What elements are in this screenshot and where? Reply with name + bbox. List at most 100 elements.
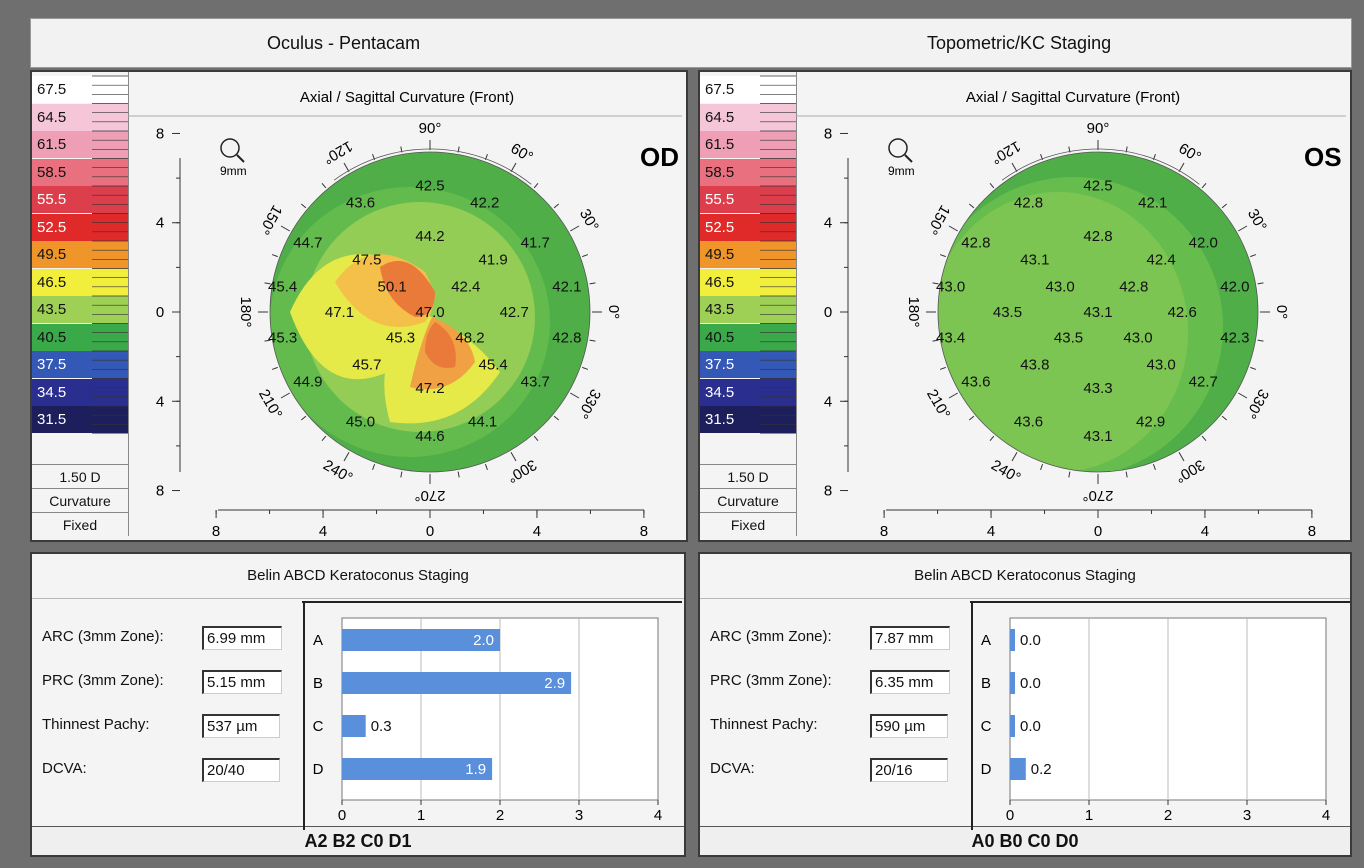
scale-step: 64.5	[32, 103, 92, 131]
scale-step: 40.5	[32, 323, 92, 351]
angle-label: 90°	[419, 120, 442, 137]
curvature-value: 43.5	[1054, 329, 1083, 346]
field-label: Thinnest Pachy:	[42, 716, 150, 733]
curvature-value: 43.6	[961, 373, 990, 390]
curvature-value: 42.1	[552, 279, 581, 296]
curvature-value: 44.7	[293, 235, 322, 252]
curvature-value: 50.1	[378, 279, 407, 296]
bar-x-tick: 2	[496, 807, 504, 824]
curvature-values: 42.5 42.8 42.1 42.8 42.8 42.0 43.1 42.4 43.0 43.0…	[936, 178, 1249, 446]
scale-type-label[interactable]: Curvature	[700, 488, 796, 512]
scale-step: 49.5	[700, 241, 760, 268]
field-label: DCVA:	[42, 760, 87, 777]
right-title: Topometric/KC Staging	[927, 33, 1112, 53]
field-value[interactable]: 5.15 mm	[202, 670, 282, 694]
scale-step: 37.5	[700, 351, 760, 378]
bar	[1010, 672, 1015, 694]
curvature-value: 44.9	[293, 373, 322, 390]
bar	[1010, 758, 1026, 780]
angle-label: 300°	[504, 456, 539, 486]
angle-label: 120°	[988, 137, 1023, 167]
curvature-value: 45.4	[268, 279, 297, 296]
scale-step: 67.5	[700, 76, 760, 103]
curvature-value: 42.4	[1147, 251, 1176, 268]
angle-label: 270°	[414, 487, 445, 504]
field-value[interactable]: 590 µm	[870, 714, 948, 738]
field-value[interactable]: 20/40	[202, 758, 280, 782]
curvature-value: 45.3	[268, 329, 297, 346]
y-axis: 8 4 0 4 8	[156, 125, 181, 500]
angle-label: 0°	[1273, 305, 1290, 319]
staging-title: Belin ABCD Keratoconus Staging	[32, 554, 684, 599]
scale-step: 58.5	[32, 158, 92, 186]
curvature-value: 47.2	[415, 380, 444, 397]
scale-mode-label[interactable]: Fixed	[700, 512, 796, 536]
curvature-value: 45.0	[346, 413, 375, 430]
scale-step: 49.5	[32, 241, 92, 268]
scale-step: 55.5	[32, 186, 92, 213]
curvature-value: 45.3	[386, 329, 415, 346]
field-value[interactable]: 537 µm	[202, 714, 280, 738]
y-tick-label: 8	[824, 125, 832, 142]
bar-value-label: 2.0	[473, 632, 494, 649]
scale-step: 61.5	[700, 131, 760, 158]
topography-disc[interactable]	[923, 151, 1259, 477]
scale-step: 40.5	[700, 323, 760, 351]
scale-step: 46.5	[32, 268, 92, 296]
x-tick-label: 0	[426, 523, 434, 536]
curvature-map: Axial / Sagittal Curvature (Front) 9mm OD 8…	[92, 72, 682, 536]
bar	[342, 715, 366, 737]
curvature-value: 43.6	[346, 195, 375, 212]
angle-label: 30°	[576, 206, 602, 234]
scale-step: 64.5	[700, 103, 760, 131]
y-axis: 8 4 0 4 8	[824, 125, 849, 500]
scale-step: 37.5	[32, 351, 92, 378]
field-value[interactable]: 6.99 mm	[202, 626, 282, 650]
curvature-value: 42.5	[1083, 178, 1112, 195]
y-tick-label: 4	[824, 215, 832, 232]
angle-label: 180°	[905, 296, 922, 327]
curvature-value: 43.6	[1014, 413, 1043, 430]
bar-category: D	[981, 761, 992, 778]
angle-label: 300°	[1172, 456, 1207, 486]
field-value[interactable]: 7.87 mm	[870, 626, 950, 650]
curvature-value: 43.5	[993, 304, 1022, 321]
scale-step: 31.5	[700, 406, 760, 433]
scale-type-label[interactable]: Curvature	[32, 488, 128, 512]
bar-category: B	[313, 675, 323, 692]
curvature-value: 42.5	[415, 178, 444, 195]
field-value[interactable]: 20/16	[870, 758, 948, 782]
zoom-magnifier-icon[interactable]	[220, 138, 245, 163]
curvature-value: 47.0	[415, 304, 444, 321]
topography-disc[interactable]	[269, 151, 591, 473]
bar-category: A	[981, 632, 991, 649]
field-value[interactable]: 6.35 mm	[870, 670, 950, 694]
angle-label: 60°	[508, 140, 536, 166]
field-label: PRC (3mm Zone):	[710, 672, 832, 689]
bar-value-label: 2.9	[544, 675, 565, 692]
curvature-value: 45.7	[352, 357, 381, 374]
curvature-value: 43.7	[521, 373, 550, 390]
bar-x-tick: 4	[1322, 807, 1330, 824]
bar-value-label: 0.3	[371, 718, 392, 735]
bar-category: A	[313, 632, 323, 649]
bar-x-tick: 2	[1164, 807, 1172, 824]
angle-label: 0°	[605, 305, 622, 319]
zoom-label: 9mm	[888, 164, 915, 178]
eye-label: OD	[640, 142, 679, 172]
bar-value-label: 1.9	[465, 761, 486, 778]
curvature-value: 42.3	[1220, 329, 1249, 346]
scale-bar	[92, 75, 128, 434]
x-tick-label: 4	[1201, 523, 1209, 536]
curvature-value: 42.8	[1083, 228, 1112, 245]
curvature-value: 44.2	[415, 228, 444, 245]
zoom-magnifier-icon[interactable]	[888, 138, 913, 163]
scale-mode-label[interactable]: Fixed	[32, 512, 128, 536]
scale-step: 31.5	[32, 406, 92, 433]
bar-category: C	[313, 718, 324, 735]
abcd-bar-chart: 0 1 2 3 4 A 2.0 B 2.9 C 0.3 D 1.9	[302, 601, 682, 830]
title-bar: Oculus - Pentacam Topometric/KC Staging	[30, 18, 1352, 68]
scale-step-label: 1.50 D	[700, 464, 796, 488]
staging-title: Belin ABCD Keratoconus Staging	[700, 554, 1350, 599]
x-tick-label: 8	[1308, 523, 1316, 536]
